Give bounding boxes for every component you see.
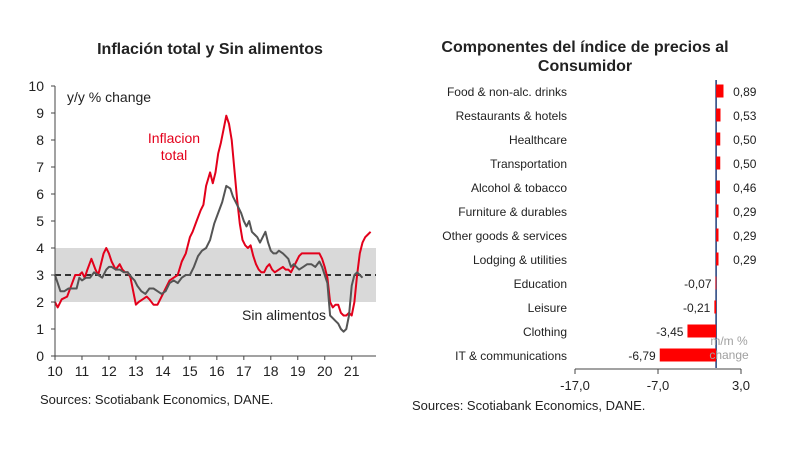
value-label: 0,50 [733, 133, 757, 147]
y-tick-label: 7 [36, 159, 44, 175]
y-tick-label: 0 [36, 348, 44, 364]
left-chart-title: Inflación total y Sin alimentos [97, 41, 323, 58]
right-chart-title: Componentes del índice de precios al Con… [405, 38, 765, 76]
unit-note-line1: m/m % [710, 334, 748, 348]
bar [716, 228, 719, 242]
x-tick-label: 11 [75, 363, 90, 379]
category-label: Restaurants & hotels [456, 109, 567, 123]
value-label: 0,50 [733, 157, 757, 171]
y-tick-label: 5 [36, 213, 44, 229]
value-label: 0,46 [733, 181, 757, 195]
y-tick-label: 8 [36, 132, 44, 148]
category-label: Transportation [490, 157, 567, 171]
x-tick-label: 16 [209, 363, 225, 379]
x-tick-label: 3,0 [732, 378, 750, 393]
bar [716, 84, 724, 98]
bar [716, 156, 721, 170]
x-tick-label: 13 [128, 363, 144, 379]
value-label: 0,89 [733, 85, 757, 99]
x-tick-label: 15 [182, 363, 198, 379]
value-label: 0,29 [733, 253, 757, 267]
right-chart-title-line2: Consumidor [537, 58, 633, 75]
value-label: -0,21 [683, 301, 711, 315]
x-tick-label: 21 [344, 363, 360, 379]
y-tick-label: 1 [36, 321, 44, 337]
bar [714, 300, 717, 314]
y-tick-label: 10 [28, 78, 44, 94]
y-tick-label: 2 [36, 294, 44, 310]
y-axis-label: y/y % change [67, 89, 151, 105]
value-label: 0,53 [733, 109, 757, 123]
category-label: Alcohol & tobacco [471, 181, 567, 195]
bar [716, 132, 721, 146]
category-label: Other goods & services [442, 229, 567, 243]
y-tick-label: 3 [36, 267, 44, 283]
y-tick-label: 6 [36, 186, 44, 202]
x-tick-label: 17 [236, 363, 252, 379]
category-label: Healthcare [509, 133, 567, 147]
bar [716, 108, 721, 122]
annotation-total-line1: Inflacion [148, 130, 200, 146]
value-label: 0,29 [733, 229, 757, 243]
bar [716, 204, 719, 218]
x-tick-label: 19 [290, 363, 306, 379]
x-tick-label: 10 [47, 363, 63, 379]
right-source-note: Sources: Scotiabank Economics, DANE. [412, 398, 646, 413]
y-tick-label: 9 [36, 105, 44, 121]
category-label: Furniture & durables [458, 205, 567, 219]
category-label: Clothing [523, 325, 567, 339]
bar [687, 324, 717, 338]
category-label: Education [514, 277, 567, 291]
x-tick-label: -7,0 [647, 378, 669, 393]
x-tick-label: 18 [263, 363, 279, 379]
series-line-core [54, 184, 364, 333]
left-source-note: Sources: Scotiabank Economics, DANE. [40, 392, 274, 407]
value-label: -0,07 [684, 277, 712, 291]
category-label: IT & communications [455, 349, 567, 363]
value-label: -6,79 [628, 349, 656, 363]
right-chart-title-line1: Componentes del índice de precios al [441, 39, 729, 56]
bar [659, 348, 717, 362]
series-line-total [54, 114, 372, 317]
x-tick-label: 12 [101, 363, 117, 379]
unit-note-line2: change [709, 348, 749, 362]
bar [715, 276, 717, 290]
x-tick-label: 20 [317, 363, 333, 379]
category-label: Lodging & utilities [473, 253, 567, 267]
bar [716, 252, 719, 266]
value-label: 0,29 [733, 205, 757, 219]
x-tick-label: 14 [155, 363, 171, 379]
category-label: Leisure [528, 301, 568, 315]
y-tick-label: 4 [36, 240, 44, 256]
category-label: Food & non-alc. drinks [447, 85, 567, 99]
annotation-core: Sin alimentos [242, 307, 326, 323]
bar [716, 180, 720, 194]
annotation-total-line2: total [161, 147, 187, 163]
x-tick-label: -17,0 [560, 378, 590, 393]
value-label: -3,45 [656, 325, 684, 339]
